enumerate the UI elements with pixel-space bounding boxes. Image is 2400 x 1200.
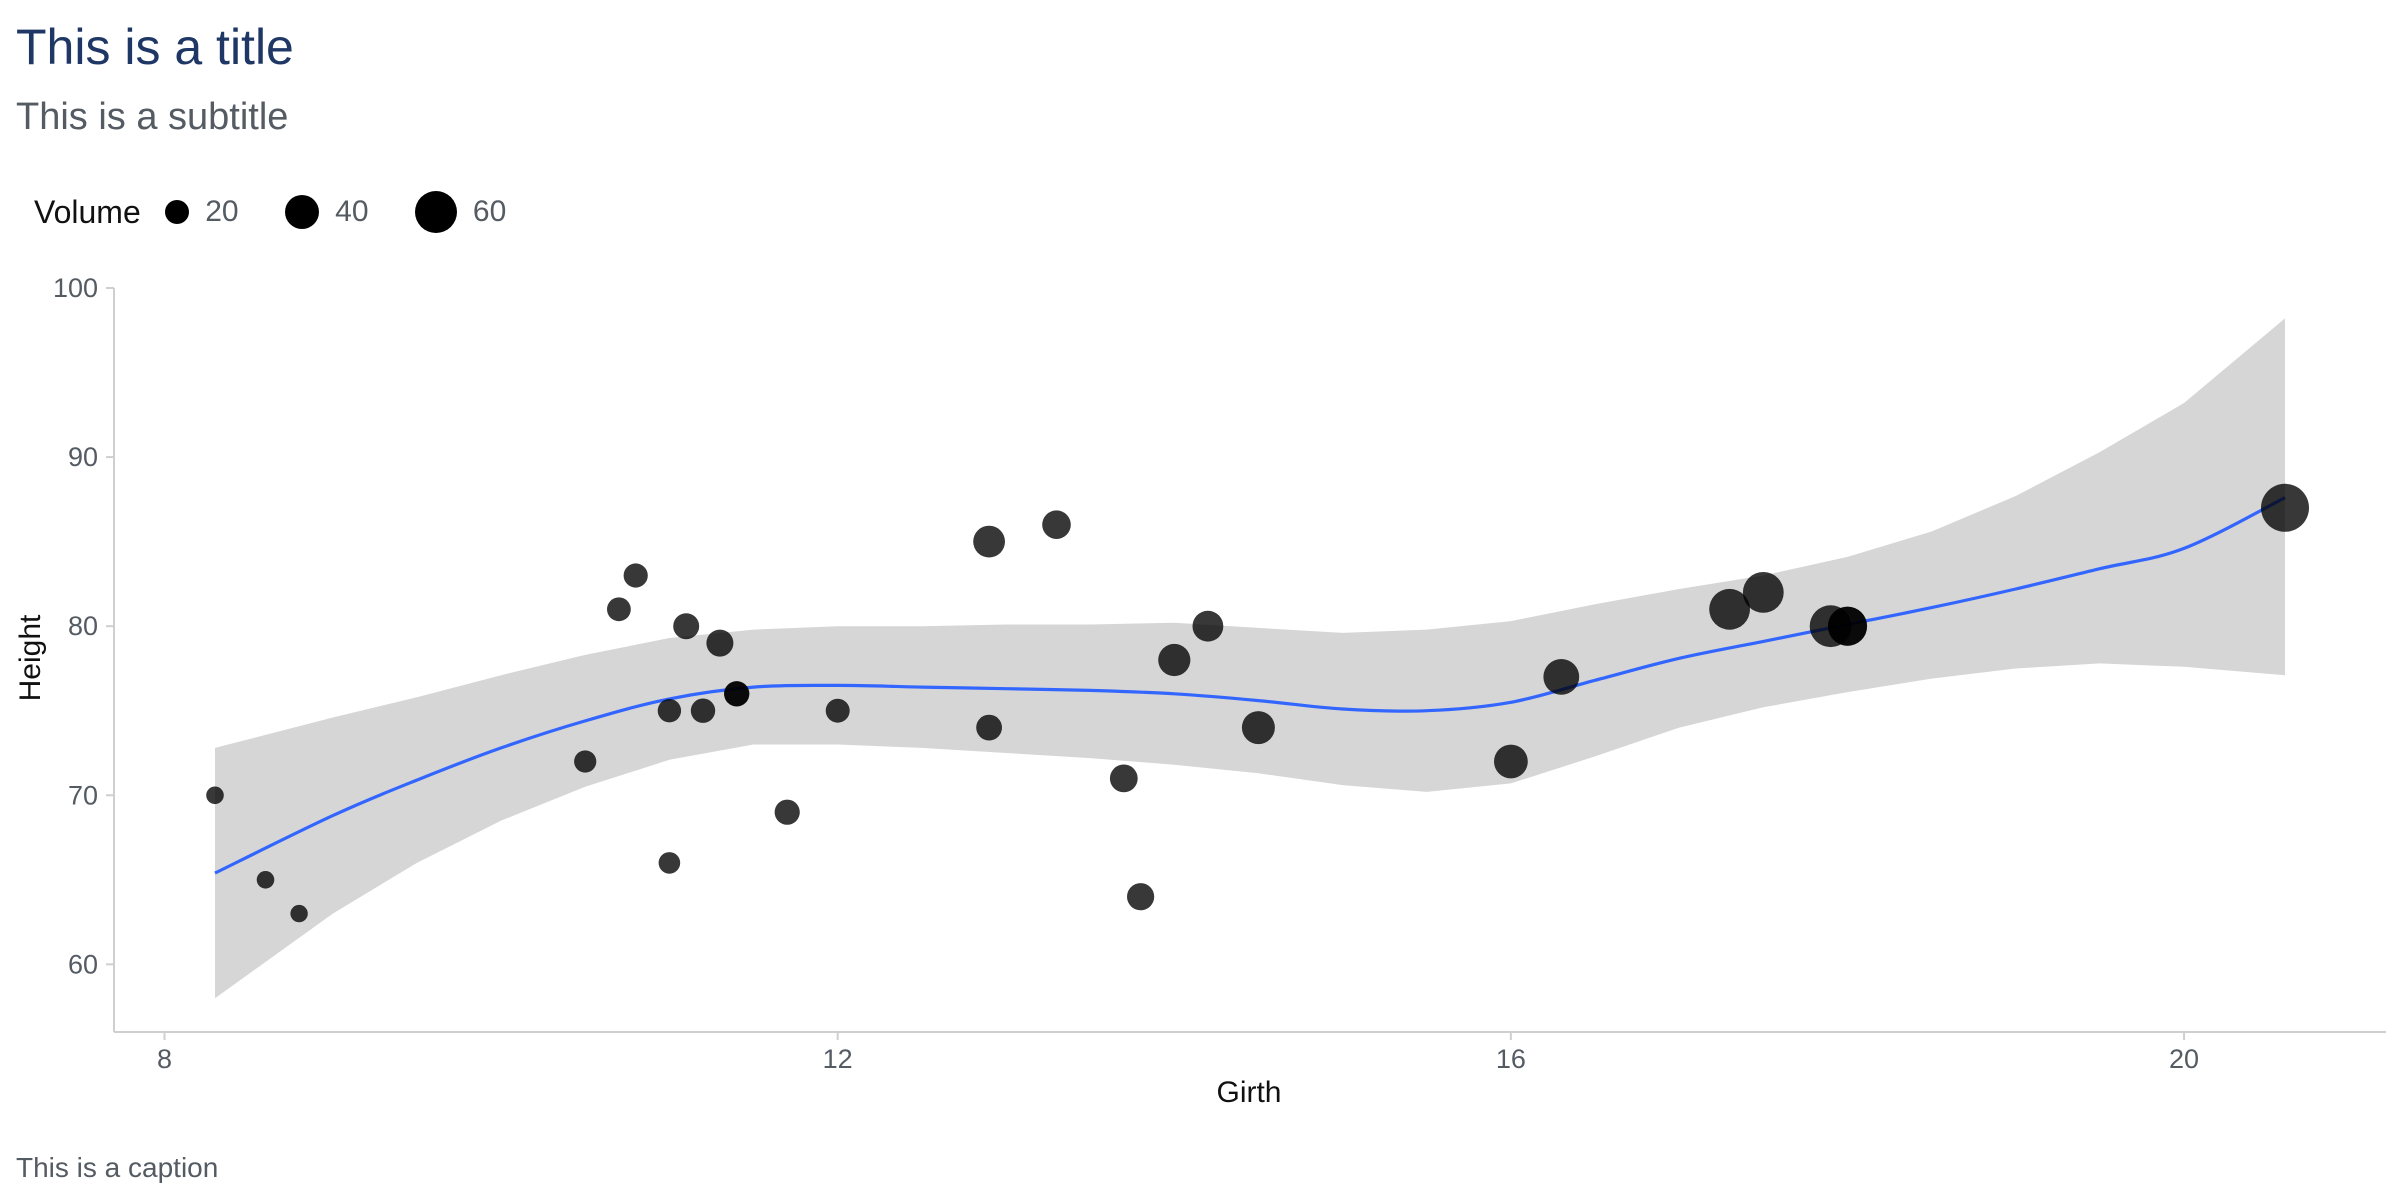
data-point — [1109, 764, 1138, 793]
data-point — [623, 563, 648, 588]
data-point — [290, 904, 308, 923]
data-point — [724, 681, 750, 707]
y-tick-label: 100 — [53, 273, 98, 303]
data-point — [1494, 744, 1528, 779]
legend-dot-20 — [164, 199, 190, 225]
data-point — [1127, 883, 1155, 911]
data-point — [1709, 588, 1750, 630]
data-point — [607, 597, 631, 622]
legend-label-20: 20 — [205, 195, 239, 228]
size-legend: Volume 20 40 60 — [34, 186, 552, 238]
legend-label-60: 60 — [472, 194, 507, 228]
legend-key-60: 60 — [414, 190, 507, 234]
data-point — [706, 629, 734, 657]
data-point — [1543, 659, 1580, 695]
x-tick-label: 12 — [823, 1044, 853, 1074]
data-point — [1192, 610, 1224, 642]
data-point — [774, 799, 800, 825]
y-tick-label: 90 — [68, 442, 98, 472]
data-point — [1742, 572, 1784, 613]
smooth-line-layer — [214, 496, 2286, 875]
y-tick-label: 60 — [68, 949, 98, 979]
data-point — [673, 613, 700, 640]
data-point — [1828, 606, 1867, 646]
legend-dot-40 — [284, 194, 320, 230]
chart-title: This is a title — [16, 19, 294, 75]
data-point — [690, 698, 716, 723]
data-point — [973, 525, 1005, 558]
chart-subtitle: This is a subtitle — [16, 96, 289, 138]
confidence-ribbon — [215, 318, 2285, 999]
y-axis-label: Height — [14, 614, 47, 701]
y-tick-label: 70 — [68, 780, 98, 810]
legend-dot-60 — [414, 190, 457, 234]
data-point — [574, 750, 597, 773]
x-tick-label: 8 — [157, 1044, 172, 1074]
legend-key-20: 20 — [164, 195, 239, 229]
axes-layer: 60 70 80 90 100 8 12 16 20 — [53, 273, 2386, 1074]
x-tick-label: 20 — [2169, 1044, 2199, 1074]
legend-label-40: 40 — [335, 195, 369, 228]
data-point — [976, 714, 1002, 741]
data-point — [1158, 643, 1191, 677]
x-tick-label: 16 — [1496, 1044, 1526, 1074]
data-point — [825, 698, 850, 723]
data-point — [1042, 510, 1071, 539]
data-point — [1241, 711, 1275, 745]
legend-title: Volume — [34, 193, 141, 230]
data-point — [2261, 483, 2309, 532]
legend-key-40: 40 — [284, 194, 369, 230]
x-axis-label: Girth — [1216, 1076, 1281, 1109]
data-point — [206, 786, 224, 805]
chart-caption: This is a caption — [16, 1152, 219, 1183]
confidence-ribbon-layer — [215, 318, 2285, 999]
y-tick-label: 80 — [68, 611, 98, 641]
data-point — [658, 852, 681, 874]
data-points-layer — [206, 483, 2309, 923]
data-point — [256, 871, 275, 889]
smooth-line — [214, 496, 2286, 875]
data-point — [657, 699, 682, 723]
